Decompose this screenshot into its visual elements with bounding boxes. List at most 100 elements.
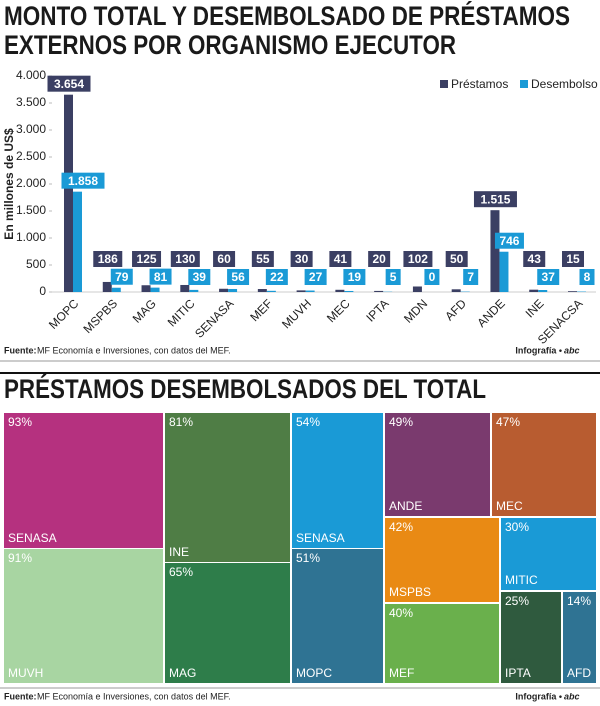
value-label: 56 — [231, 270, 245, 284]
value-label-box — [188, 269, 211, 285]
bar — [266, 290, 276, 292]
value-label: 81 — [154, 270, 168, 284]
y-axis-label: En millones de US$ — [2, 128, 16, 240]
legend-swatch — [440, 80, 448, 88]
value-label-box — [290, 251, 313, 267]
value-label-box — [265, 269, 288, 285]
cell-label: MEC — [496, 499, 523, 513]
bar — [538, 290, 548, 292]
value-label: 130 — [175, 252, 195, 266]
treemap-cell — [165, 563, 290, 683]
percent-label: 42% — [389, 520, 413, 534]
percent-label: 65% — [169, 565, 193, 579]
value-label-box — [213, 251, 236, 267]
value-label-box — [403, 251, 433, 267]
percent-label: 54% — [296, 415, 320, 429]
value-label-box — [473, 191, 517, 208]
bar — [451, 289, 461, 292]
value-label-box — [494, 232, 524, 249]
value-label: 79 — [115, 270, 129, 284]
bar — [499, 251, 509, 292]
treemap-cell — [385, 604, 499, 683]
percent-label: 93% — [8, 415, 32, 429]
value-label-box — [562, 251, 584, 267]
value-label: 41 — [334, 252, 348, 266]
y-tick-label: 500 — [26, 257, 46, 271]
value-label-box — [579, 269, 595, 285]
value-label: 37 — [542, 270, 556, 284]
percent-label: 30% — [505, 520, 529, 534]
treemap-cell — [501, 592, 561, 683]
value-label: 19 — [348, 270, 362, 284]
cell-label: MEF — [389, 666, 414, 680]
cell-label: MOPC — [296, 666, 332, 680]
value-label: 15 — [566, 252, 580, 266]
bar — [150, 287, 160, 292]
treemap-cell — [292, 549, 383, 683]
bar — [374, 290, 384, 292]
value-label: 3.654 — [54, 77, 84, 91]
percent-label: 25% — [505, 594, 529, 608]
treemap-cell — [492, 413, 596, 516]
percent-label: 51% — [296, 551, 320, 565]
y-tick-label: 0 — [39, 284, 46, 298]
legend-label: Desembolso — [531, 77, 598, 91]
percent-label: 14% — [567, 594, 591, 608]
value-label-box — [343, 269, 366, 285]
value-label-box — [463, 269, 479, 285]
percent-label: 40% — [389, 606, 413, 620]
legend-label: Préstamos — [451, 77, 508, 91]
bar — [189, 289, 199, 292]
value-label-box — [132, 251, 162, 267]
y-tick-label: 1.000 — [16, 230, 46, 244]
value-label: 20 — [372, 252, 386, 266]
value-label-box — [47, 75, 91, 92]
value-label-box — [385, 269, 401, 285]
bar — [141, 285, 151, 292]
cell-label: SENASA — [296, 531, 345, 545]
treemap-cell — [563, 592, 596, 683]
bar — [568, 291, 577, 292]
value-label-box — [329, 251, 352, 267]
bar — [64, 94, 73, 293]
y-tick-label: 1.500 — [16, 203, 46, 217]
value-label-box — [61, 172, 105, 189]
value-label-box — [170, 251, 200, 267]
value-label-box — [445, 251, 468, 267]
value-label: 55 — [256, 252, 270, 266]
bar — [102, 281, 112, 292]
cell-label: INE — [169, 545, 189, 559]
value-label: 39 — [193, 270, 207, 284]
bar — [257, 289, 267, 292]
cell-label: AFD — [567, 666, 591, 680]
value-label: 102 — [408, 252, 428, 266]
treemap-cell — [385, 413, 490, 516]
value-label-box — [93, 251, 123, 267]
value-label-box — [537, 269, 560, 285]
treemap-cell — [4, 413, 163, 548]
percent-label: 91% — [8, 551, 32, 565]
y-tick-label: 3.500 — [16, 95, 46, 109]
value-label-box — [110, 268, 133, 285]
value-label: 7 — [467, 270, 474, 284]
value-label-box — [368, 251, 391, 267]
cell-label: MSPBS — [389, 585, 431, 599]
bar — [111, 287, 121, 292]
bar — [180, 284, 190, 292]
value-label: 125 — [137, 252, 157, 266]
cell-label: MUVH — [8, 666, 43, 680]
value-label: 0 — [429, 270, 436, 284]
percent-label: 47% — [496, 415, 520, 429]
value-label-box — [304, 269, 327, 285]
chart-title: MONTO TOTAL Y DESEMBOLSADO DE PRÉSTAMOS — [4, 0, 570, 31]
bar — [490, 210, 500, 292]
treemap-cell — [165, 413, 290, 562]
bar — [296, 290, 306, 292]
value-label: 8 — [584, 270, 591, 284]
value-label-box — [227, 269, 250, 285]
value-label: 27 — [309, 270, 323, 284]
logo: abc — [564, 691, 580, 701]
cell-label: MITIC — [505, 573, 538, 587]
value-label: 43 — [528, 252, 542, 266]
